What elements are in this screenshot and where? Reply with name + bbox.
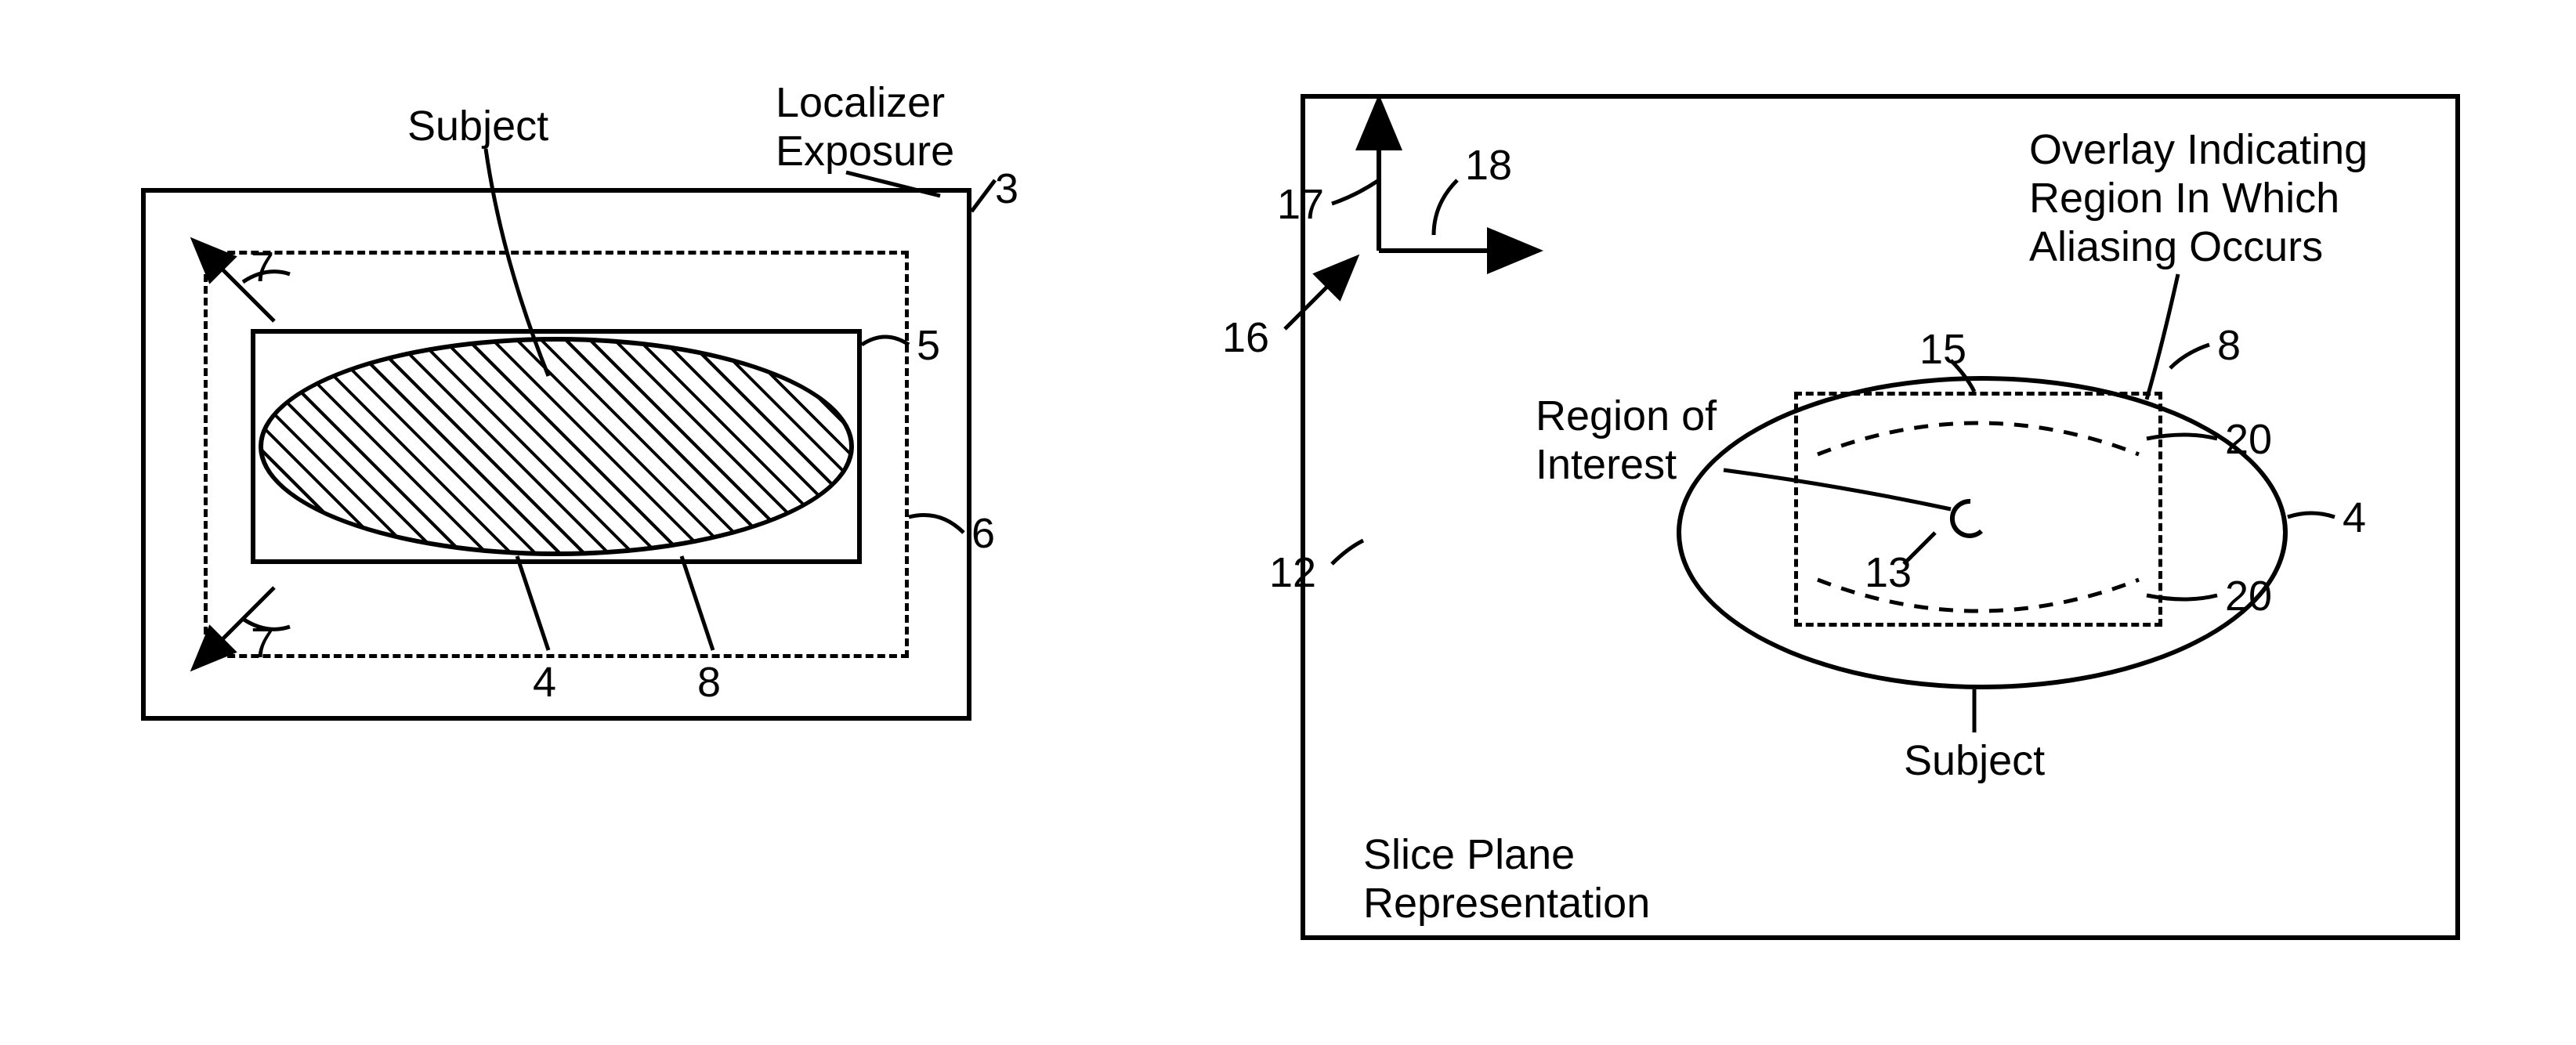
num-4-right: 4 <box>2343 494 2366 542</box>
num-5: 5 <box>917 321 940 370</box>
right-dashed-fov <box>1794 392 2162 627</box>
num-20-bot: 20 <box>2225 572 2272 620</box>
num-8-left: 8 <box>697 658 721 707</box>
num-7-top: 7 <box>251 243 274 291</box>
label-slice: Slice Plane Representation <box>1363 830 1650 927</box>
num-15: 15 <box>1919 325 1966 374</box>
num-6: 6 <box>971 509 995 558</box>
num-4-left: 4 <box>533 658 556 707</box>
label-roi: Region of Interest <box>1536 392 1717 489</box>
label-subject-right: Subject <box>1904 736 2045 785</box>
label-overlay: Overlay Indicating Region In Which Alias… <box>2029 125 2368 271</box>
left-subject-ellipse <box>259 337 854 556</box>
num-8-right: 8 <box>2217 321 2241 370</box>
num-3: 3 <box>995 165 1018 213</box>
label-localizer: Localizer Exposure <box>776 78 954 175</box>
num-18: 18 <box>1465 141 1512 190</box>
num-17: 17 <box>1277 180 1324 229</box>
num-13: 13 <box>1865 548 1912 597</box>
num-20-top: 20 <box>2225 415 2272 464</box>
diagram-canvas: Subject Localizer Exposure 3 5 6 7 7 4 8 <box>0 0 2576 1045</box>
num-12: 12 <box>1269 548 1316 597</box>
num-7-bot: 7 <box>251 619 274 667</box>
label-subject-left: Subject <box>407 102 548 150</box>
num-16: 16 <box>1222 313 1269 362</box>
